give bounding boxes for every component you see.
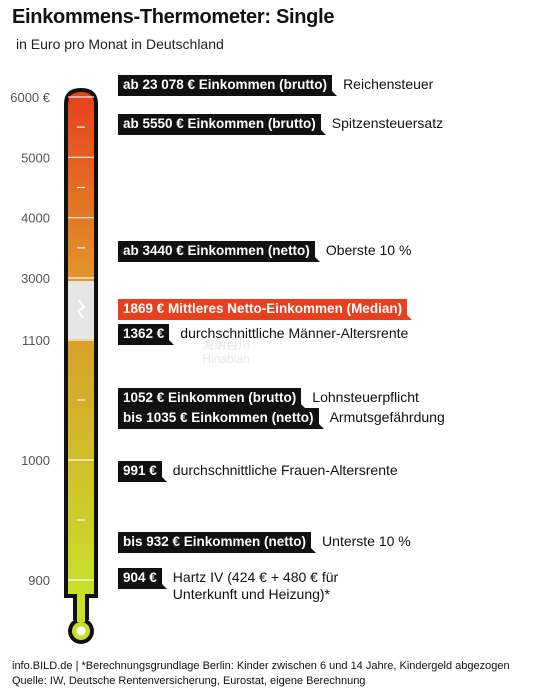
y-axis-tick-label: 1000 [21,453,50,468]
marker-description: Spitzensteuersatz [331,115,444,132]
y-axis-tick-label: 1100 [22,333,50,348]
thermometer-chart: 6000 € 5000 4000 3000 1100 1000 900 [10,88,98,644]
marker-description: Oberste 10 % [325,242,412,259]
thermometer-upper-fill [68,92,94,281]
marker-description: Unterste 10 % [322,532,411,549]
marker-row: 1869 € Mittleres Netto-Einkommen (Median… [118,299,413,320]
y-axis-tick-label: 6000 € [10,90,51,105]
marker-tag: 1052 € Einkommen (brutto) [118,387,307,409]
marker-description: Hartz IV (424 € + 480 € für Unterkunft u… [172,569,339,602]
thermometer-stem-fill [77,590,85,622]
marker-row: 1362 € durchschnittliche Männer-Altersren… [118,324,408,345]
y-axis-tick-label: 3000 [21,271,50,286]
watermark-line-2: Hinabian [202,352,250,366]
marker-row: 1052 € Einkommen (brutto) Lohnsteuerpflic… [118,387,419,409]
marker-row: ab 3440 € Einkommen (netto) Oberste 10 % [118,241,412,263]
marker-tag: 904 € [118,568,167,589]
marker-tag: ab 3440 € Einkommen (netto) [118,241,320,263]
marker-tag: 1362 € [118,324,175,345]
marker-description: Reichensteuer [343,76,434,92]
axis-break-zigzag [76,299,86,319]
marker-row: bis 932 € Einkommen (netto) Unterste 10 % [118,531,411,553]
marker-row: bis 1035 € Einkommen (netto) Armutsgefähr… [118,408,445,429]
marker-description: Armutsgefährdung [329,409,445,425]
y-axis-tick-label: 5000 [21,150,50,165]
footer: info.BILD.de | *Berechnungsgrundlage Ber… [12,659,510,689]
marker-description: durchschnittliche Männer-Altersrente [180,325,409,341]
page-title: Einkommens-Thermometer: Single [12,6,335,28]
marker-description: Lohnsteuerpflicht [312,388,419,405]
marker-tag: bis 1035 € Einkommen (netto) [118,408,324,429]
thermometer-lower-fill [68,339,94,594]
thermometer-bulb-highlight [76,626,86,636]
footer-source: Quelle: IW, Deutsche Rentenversicherung,… [12,675,366,687]
marker-description: durchschnittliche Frauen-Altersrente [172,461,398,478]
y-axis-tick-label: 4000 [21,211,50,226]
marker-row: ab 23 078 € Einkommen (brutto) Reichenste… [118,75,433,96]
watermark: 海纳百川 Hinabian [202,338,250,366]
footer-note: info.BILD.de | *Berechnungsgrundlage Ber… [12,660,510,672]
marker-tag: 1869 € Mittleres Netto-Einkommen (Median… [118,299,413,320]
y-axis-tick-label: 900 [28,573,50,588]
marker-tag: ab 5550 € Einkommen (brutto) [118,114,326,136]
marker-tag: ab 23 078 € Einkommen (brutto) [118,75,338,96]
page-subtitle: in Euro pro Monat in Deutschland [16,36,224,52]
watermark-line-1: 海纳百川 [202,338,251,352]
marker-tag: bis 932 € Einkommen (netto) [118,531,317,553]
marker-row: 991 € durchschnittliche Frauen-Altersrent… [118,460,398,482]
marker-row: ab 5550 € Einkommen (brutto) Spitzensteue… [118,114,444,136]
marker-row: 904 € Hartz IV (424 € + 480 € für Unterku… [118,568,338,603]
marker-tag: 991 € [118,460,167,482]
